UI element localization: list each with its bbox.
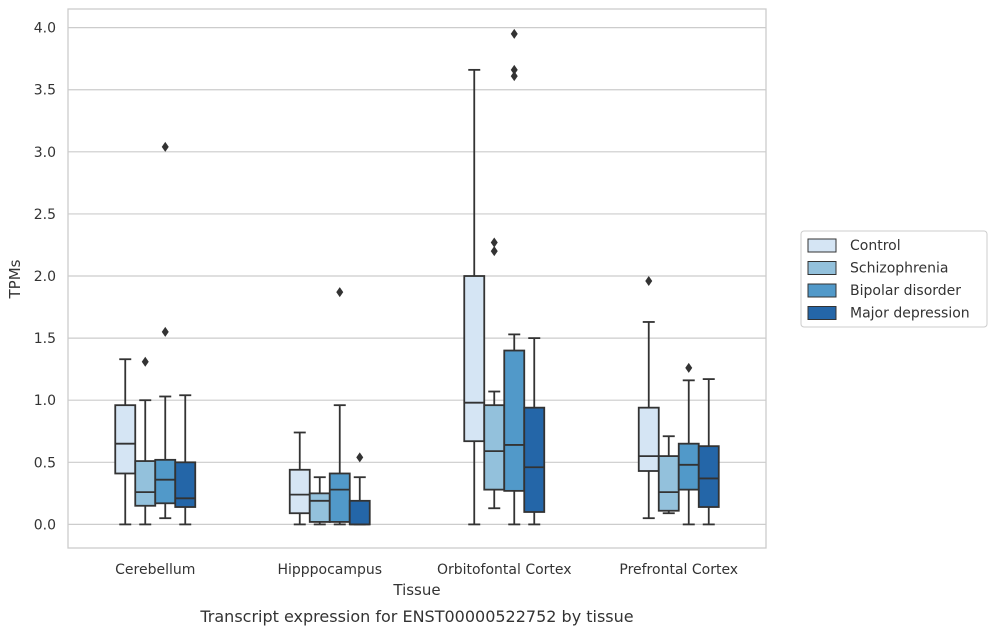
box-major-depression <box>523 337 546 526</box>
outlier-marker <box>161 141 169 152</box>
box-body <box>134 460 157 507</box>
box-body <box>697 445 720 508</box>
y-tick-label: 1.0 <box>34 393 56 409</box>
y-tick-label: 0.5 <box>34 455 56 471</box>
box-schizophrenia <box>308 476 331 526</box>
outlier-marker <box>490 237 498 248</box>
box-body <box>114 404 137 475</box>
x-axis-title: Tissue <box>392 581 440 599</box>
x-tick-label: Prefrontal Cortex <box>619 562 738 578</box>
outlier-marker <box>510 64 518 75</box>
y-tick-label: 4.0 <box>34 21 56 37</box>
legend-label: Control <box>850 238 901 254</box>
outlier-marker <box>161 326 169 337</box>
y-tick-label: 1.5 <box>34 331 56 347</box>
outlier-marker <box>510 71 518 82</box>
boxes <box>114 28 720 526</box>
legend-label: Bipolar disorder <box>850 283 961 299</box>
box-major-depression <box>348 452 371 526</box>
box-body <box>463 275 486 443</box>
x-tick-label: Hipppocampus <box>277 562 382 578</box>
legend: Control Schizophrenia Bipolar disorder Majo… <box>800 230 988 328</box>
box-body <box>328 472 351 523</box>
box-control <box>288 431 311 526</box>
legend-swatch <box>807 283 837 298</box>
chart-caption: Transcript expression for ENST0000052275… <box>199 607 633 626</box>
box-control <box>463 68 486 526</box>
outlier-marker <box>645 275 653 286</box>
box-schizophrenia <box>134 356 157 526</box>
box-bipolar-disorder <box>328 287 351 526</box>
box-body <box>523 406 546 513</box>
box-body <box>288 468 311 515</box>
y-tick-label: 3.0 <box>34 145 56 161</box>
box-schizophrenia <box>483 237 506 510</box>
box-major-depression <box>174 394 197 526</box>
legend-swatch <box>807 306 837 320</box>
box-control <box>637 275 660 520</box>
outlier-marker <box>356 452 364 463</box>
legend-label: Schizophrenia <box>850 261 948 277</box>
box-major-depression <box>697 378 720 526</box>
box-schizophrenia <box>657 435 680 515</box>
box-body <box>637 406 660 472</box>
y-tick-label: 2.0 <box>34 269 56 285</box>
y-tick-label: 0.0 <box>34 517 56 533</box>
box-body <box>483 404 506 491</box>
box-body <box>503 349 526 492</box>
y-axis-title: TPMs <box>6 259 24 299</box>
box-body <box>348 499 371 526</box>
outlier-marker <box>510 28 518 39</box>
box-body <box>174 461 197 508</box>
box-body <box>657 455 680 512</box>
box-bipolar-disorder <box>154 141 177 520</box>
legend-swatch <box>807 261 837 275</box>
box-body <box>154 458 177 505</box>
x-axis-ticks: Cerebellum Hipppocampus Orbitofontal Corte… <box>115 562 738 578</box>
x-tick-label: Orbitofontal Cortex <box>437 562 572 578</box>
x-tick-label: Cerebellum <box>115 562 195 578</box>
outlier-marker <box>490 246 498 257</box>
y-tick-label: 3.5 <box>34 83 56 99</box>
outlier-marker <box>336 287 344 298</box>
y-tick-label: 2.5 <box>34 207 56 223</box>
box-body <box>677 442 700 491</box>
box-bipolar-disorder <box>503 28 526 526</box>
outlier-marker <box>141 356 149 367</box>
box-body <box>308 492 331 523</box>
outlier-marker <box>685 362 693 373</box>
box-control <box>114 358 137 526</box>
y-axis-ticks: 0.0 0.5 1.0 1.5 2.0 2.5 3.0 3.5 4.0 <box>34 21 56 534</box>
legend-swatch <box>807 238 837 253</box>
legend-label: Major depression <box>850 306 970 322</box>
box-bipolar-disorder <box>677 362 700 526</box>
legend-frame <box>800 230 988 328</box>
